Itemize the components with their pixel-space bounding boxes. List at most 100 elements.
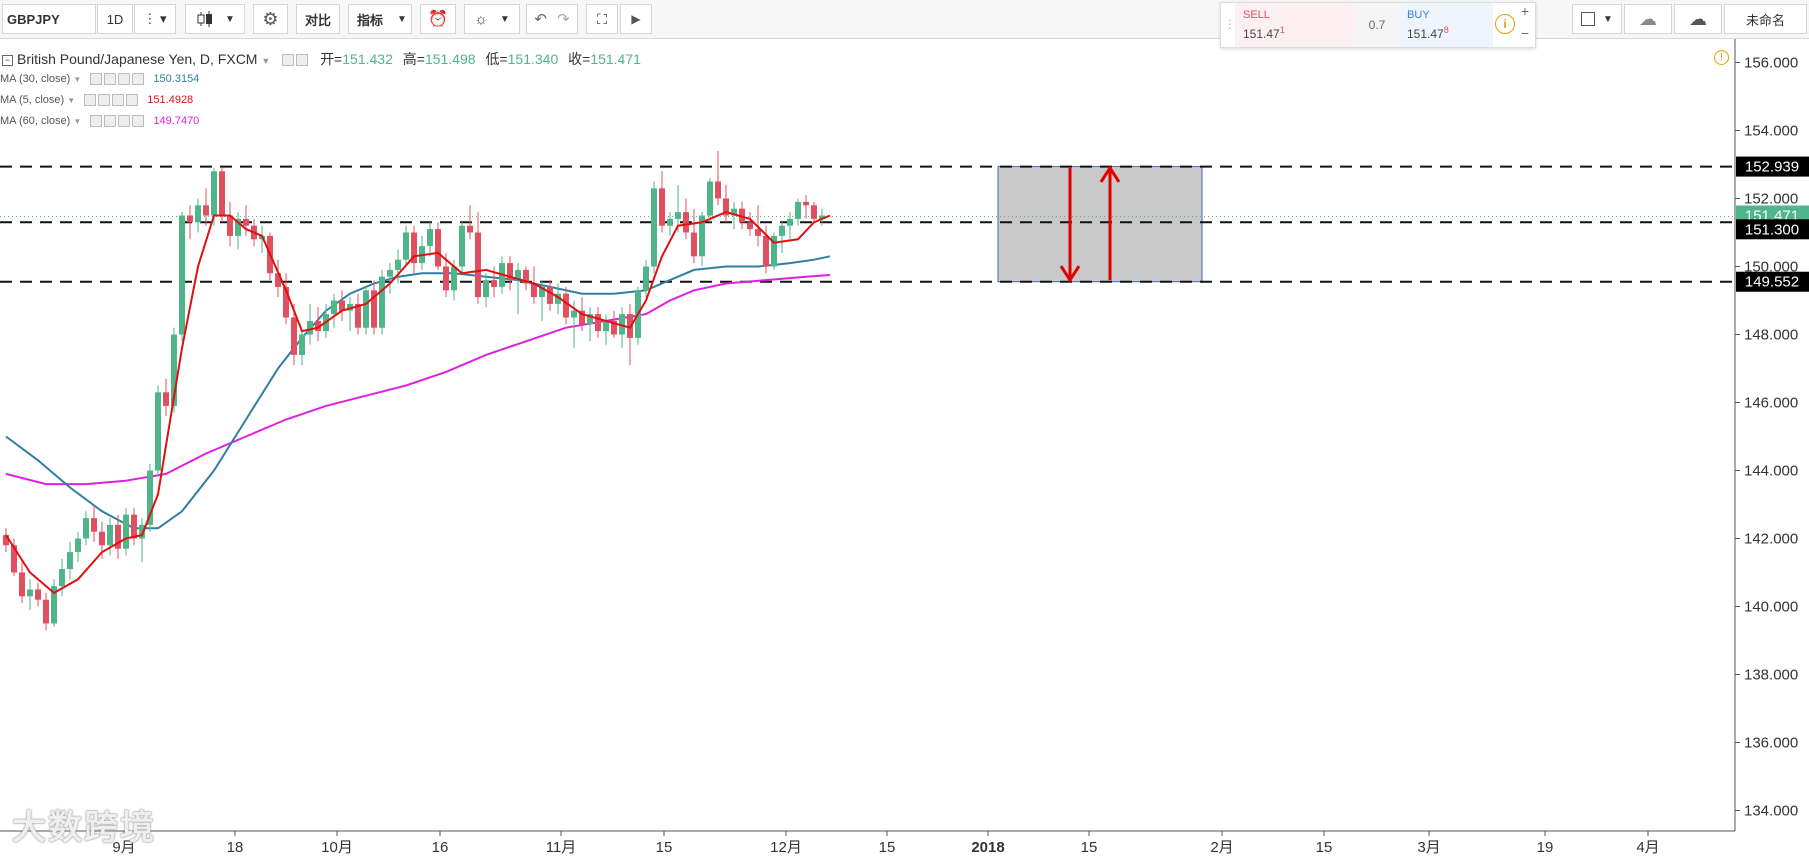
price-tick-label: 156.000 bbox=[1744, 55, 1798, 72]
candle-body bbox=[763, 235, 769, 267]
sell-price-pip: 1 bbox=[1279, 25, 1285, 35]
candle-body bbox=[195, 205, 201, 223]
candle-body bbox=[403, 232, 409, 260]
candle-body bbox=[811, 205, 817, 219]
cloud-save-button[interactable]: ☁ bbox=[1674, 4, 1722, 34]
candle-body bbox=[803, 201, 809, 206]
candle-body bbox=[171, 334, 177, 406]
gear-icon[interactable] bbox=[104, 73, 117, 86]
ma5-legend-row[interactable]: MA (5, close) ▼ 151.4928 bbox=[0, 94, 193, 107]
candle-body bbox=[163, 392, 169, 406]
candle-body bbox=[27, 589, 33, 597]
close-icon[interactable] bbox=[132, 115, 145, 128]
interval-dropdown[interactable]: ⋮ ▾ bbox=[134, 4, 176, 34]
templates-button[interactable]: ☼ ▼ bbox=[464, 4, 520, 34]
series-title[interactable]: British Pound/Japanese Yen, D, FXCM bbox=[17, 51, 258, 67]
time-tick-label: 12月 bbox=[770, 839, 802, 856]
price-label-text: 152.939 bbox=[1745, 159, 1799, 176]
redo-icon[interactable]: ↷ bbox=[557, 11, 570, 28]
lightbulb-icon: ☼ bbox=[474, 10, 488, 28]
ma30-legend-row[interactable]: MA (30, close) ▼ 150.3154 bbox=[0, 73, 199, 86]
candle-body bbox=[707, 181, 713, 216]
candle-body bbox=[483, 280, 489, 298]
eye-icon[interactable] bbox=[282, 54, 295, 67]
more-icon[interactable] bbox=[118, 73, 131, 86]
price-label-text: 149.552 bbox=[1745, 274, 1799, 291]
price-tick-label: 146.000 bbox=[1744, 395, 1798, 412]
warning-icon[interactable]: ! bbox=[1714, 50, 1729, 65]
chart-type-button[interactable]: ▼ bbox=[185, 4, 245, 34]
candle-body bbox=[555, 293, 561, 304]
candle-body bbox=[491, 280, 497, 287]
more-icon[interactable] bbox=[112, 94, 125, 107]
candle-body bbox=[155, 392, 161, 471]
ma30-line bbox=[5, 255, 831, 530]
alert-button[interactable]: ⏰ bbox=[420, 4, 456, 34]
candle-body bbox=[451, 266, 457, 291]
buy-price-main: 151.47 bbox=[1407, 27, 1444, 41]
candle-body bbox=[147, 470, 153, 525]
candle-body bbox=[331, 300, 337, 315]
candle-body bbox=[235, 218, 241, 236]
candle-body bbox=[531, 283, 537, 298]
layout-name-button[interactable]: 未命名 bbox=[1724, 4, 1807, 34]
candle-body bbox=[747, 222, 753, 230]
zoom-in-button[interactable]: + bbox=[1520, 3, 1530, 19]
price-tick-label: 142.000 bbox=[1744, 531, 1798, 548]
time-tick-label: 2018 bbox=[971, 839, 1004, 856]
undo-icon[interactable]: ↶ bbox=[534, 11, 547, 28]
candle-body bbox=[363, 290, 369, 328]
time-tick-label: 2月 bbox=[1210, 839, 1233, 856]
time-tick-label: 10月 bbox=[321, 839, 353, 856]
eye-icon[interactable] bbox=[90, 115, 103, 128]
interval-button[interactable]: 1D bbox=[97, 4, 133, 34]
drawing-style-button[interactable]: ▼ bbox=[1572, 4, 1622, 34]
drag-handle[interactable]: ⋮ bbox=[1224, 17, 1236, 31]
sell-button[interactable]: SELL 151.471 bbox=[1235, 3, 1355, 47]
time-tick-label: 18 bbox=[227, 839, 244, 856]
candle-body bbox=[779, 225, 785, 236]
candle-body bbox=[67, 552, 73, 570]
info-icon[interactable]: i bbox=[1495, 14, 1515, 34]
cloud-load-button[interactable]: ☁ bbox=[1624, 4, 1672, 34]
price-label-box bbox=[1736, 219, 1809, 240]
close-icon[interactable] bbox=[132, 73, 145, 86]
indicators-button[interactable]: 指标 ▼ bbox=[348, 4, 412, 34]
price-tick-label: 136.000 bbox=[1744, 735, 1798, 752]
candles-icon bbox=[197, 11, 213, 27]
replay-button[interactable]: ▶ bbox=[620, 4, 652, 34]
close-icon[interactable] bbox=[126, 94, 139, 107]
buy-label: BUY bbox=[1407, 9, 1430, 21]
down-arrow-head bbox=[1059, 265, 1081, 283]
chevron-down-icon[interactable]: ▼ bbox=[261, 56, 271, 66]
gear-icon[interactable] bbox=[296, 54, 309, 67]
low-label: 低= bbox=[485, 51, 508, 67]
fullscreen-button[interactable]: ⛶ bbox=[586, 4, 618, 34]
collapse-icon[interactable]: − bbox=[2, 54, 13, 66]
settings-button[interactable]: ⚙ bbox=[253, 4, 288, 34]
zoom-out-button[interactable]: − bbox=[1520, 25, 1530, 41]
candle-body bbox=[579, 310, 585, 325]
compare-button[interactable]: 对比 bbox=[296, 4, 340, 34]
price-label-box bbox=[1736, 156, 1809, 177]
eye-icon[interactable] bbox=[90, 73, 103, 86]
buy-button[interactable]: BUY 151.478 bbox=[1399, 3, 1493, 47]
candle-body bbox=[291, 317, 297, 355]
gear-icon[interactable] bbox=[98, 94, 111, 107]
candle-body bbox=[227, 215, 233, 236]
symbol-search[interactable]: GBPJPY bbox=[2, 4, 96, 34]
price-tick-label: 144.000 bbox=[1744, 463, 1798, 480]
candle-body bbox=[91, 518, 97, 532]
gear-icon[interactable] bbox=[104, 115, 117, 128]
candle-body bbox=[755, 229, 761, 236]
candle-body bbox=[547, 286, 553, 304]
ma60-legend-row[interactable]: MA (60, close) ▼ 149.7470 bbox=[0, 115, 199, 128]
sell-price: 151.471 bbox=[1243, 25, 1285, 41]
candle-body bbox=[355, 303, 361, 328]
candle-body bbox=[371, 290, 377, 328]
candle-body bbox=[211, 171, 217, 216]
eye-icon[interactable] bbox=[84, 94, 97, 107]
chevron-down-icon: ▼ bbox=[1603, 13, 1613, 25]
more-icon[interactable] bbox=[118, 115, 131, 128]
